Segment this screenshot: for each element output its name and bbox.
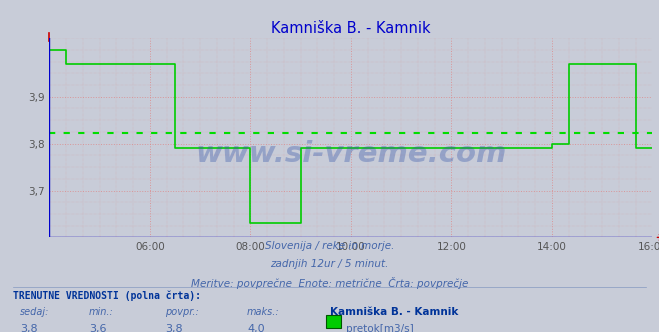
- Text: Meritve: povprečne  Enote: metrične  Črta: povprečje: Meritve: povprečne Enote: metrične Črta:…: [191, 277, 468, 289]
- Text: 3,8: 3,8: [165, 324, 183, 332]
- Title: Kamniška B. - Kamnik: Kamniška B. - Kamnik: [271, 21, 431, 36]
- Text: www.si-vreme.com: www.si-vreme.com: [195, 140, 507, 168]
- Text: TRENUTNE VREDNOSTI (polna črta):: TRENUTNE VREDNOSTI (polna črta):: [13, 290, 201, 301]
- Text: Kamniška B. - Kamnik: Kamniška B. - Kamnik: [330, 307, 458, 317]
- Text: sedaj:: sedaj:: [20, 307, 49, 317]
- Text: povpr.:: povpr.:: [165, 307, 198, 317]
- Text: zadnjih 12ur / 5 minut.: zadnjih 12ur / 5 minut.: [270, 259, 389, 269]
- Text: pretok[m3/s]: pretok[m3/s]: [346, 324, 414, 332]
- Text: Slovenija / reke in morje.: Slovenija / reke in morje.: [265, 241, 394, 251]
- Text: min.:: min.:: [89, 307, 114, 317]
- Text: maks.:: maks.:: [247, 307, 280, 317]
- Text: 3,6: 3,6: [89, 324, 107, 332]
- Text: 3,8: 3,8: [20, 324, 38, 332]
- Text: 4,0: 4,0: [247, 324, 265, 332]
